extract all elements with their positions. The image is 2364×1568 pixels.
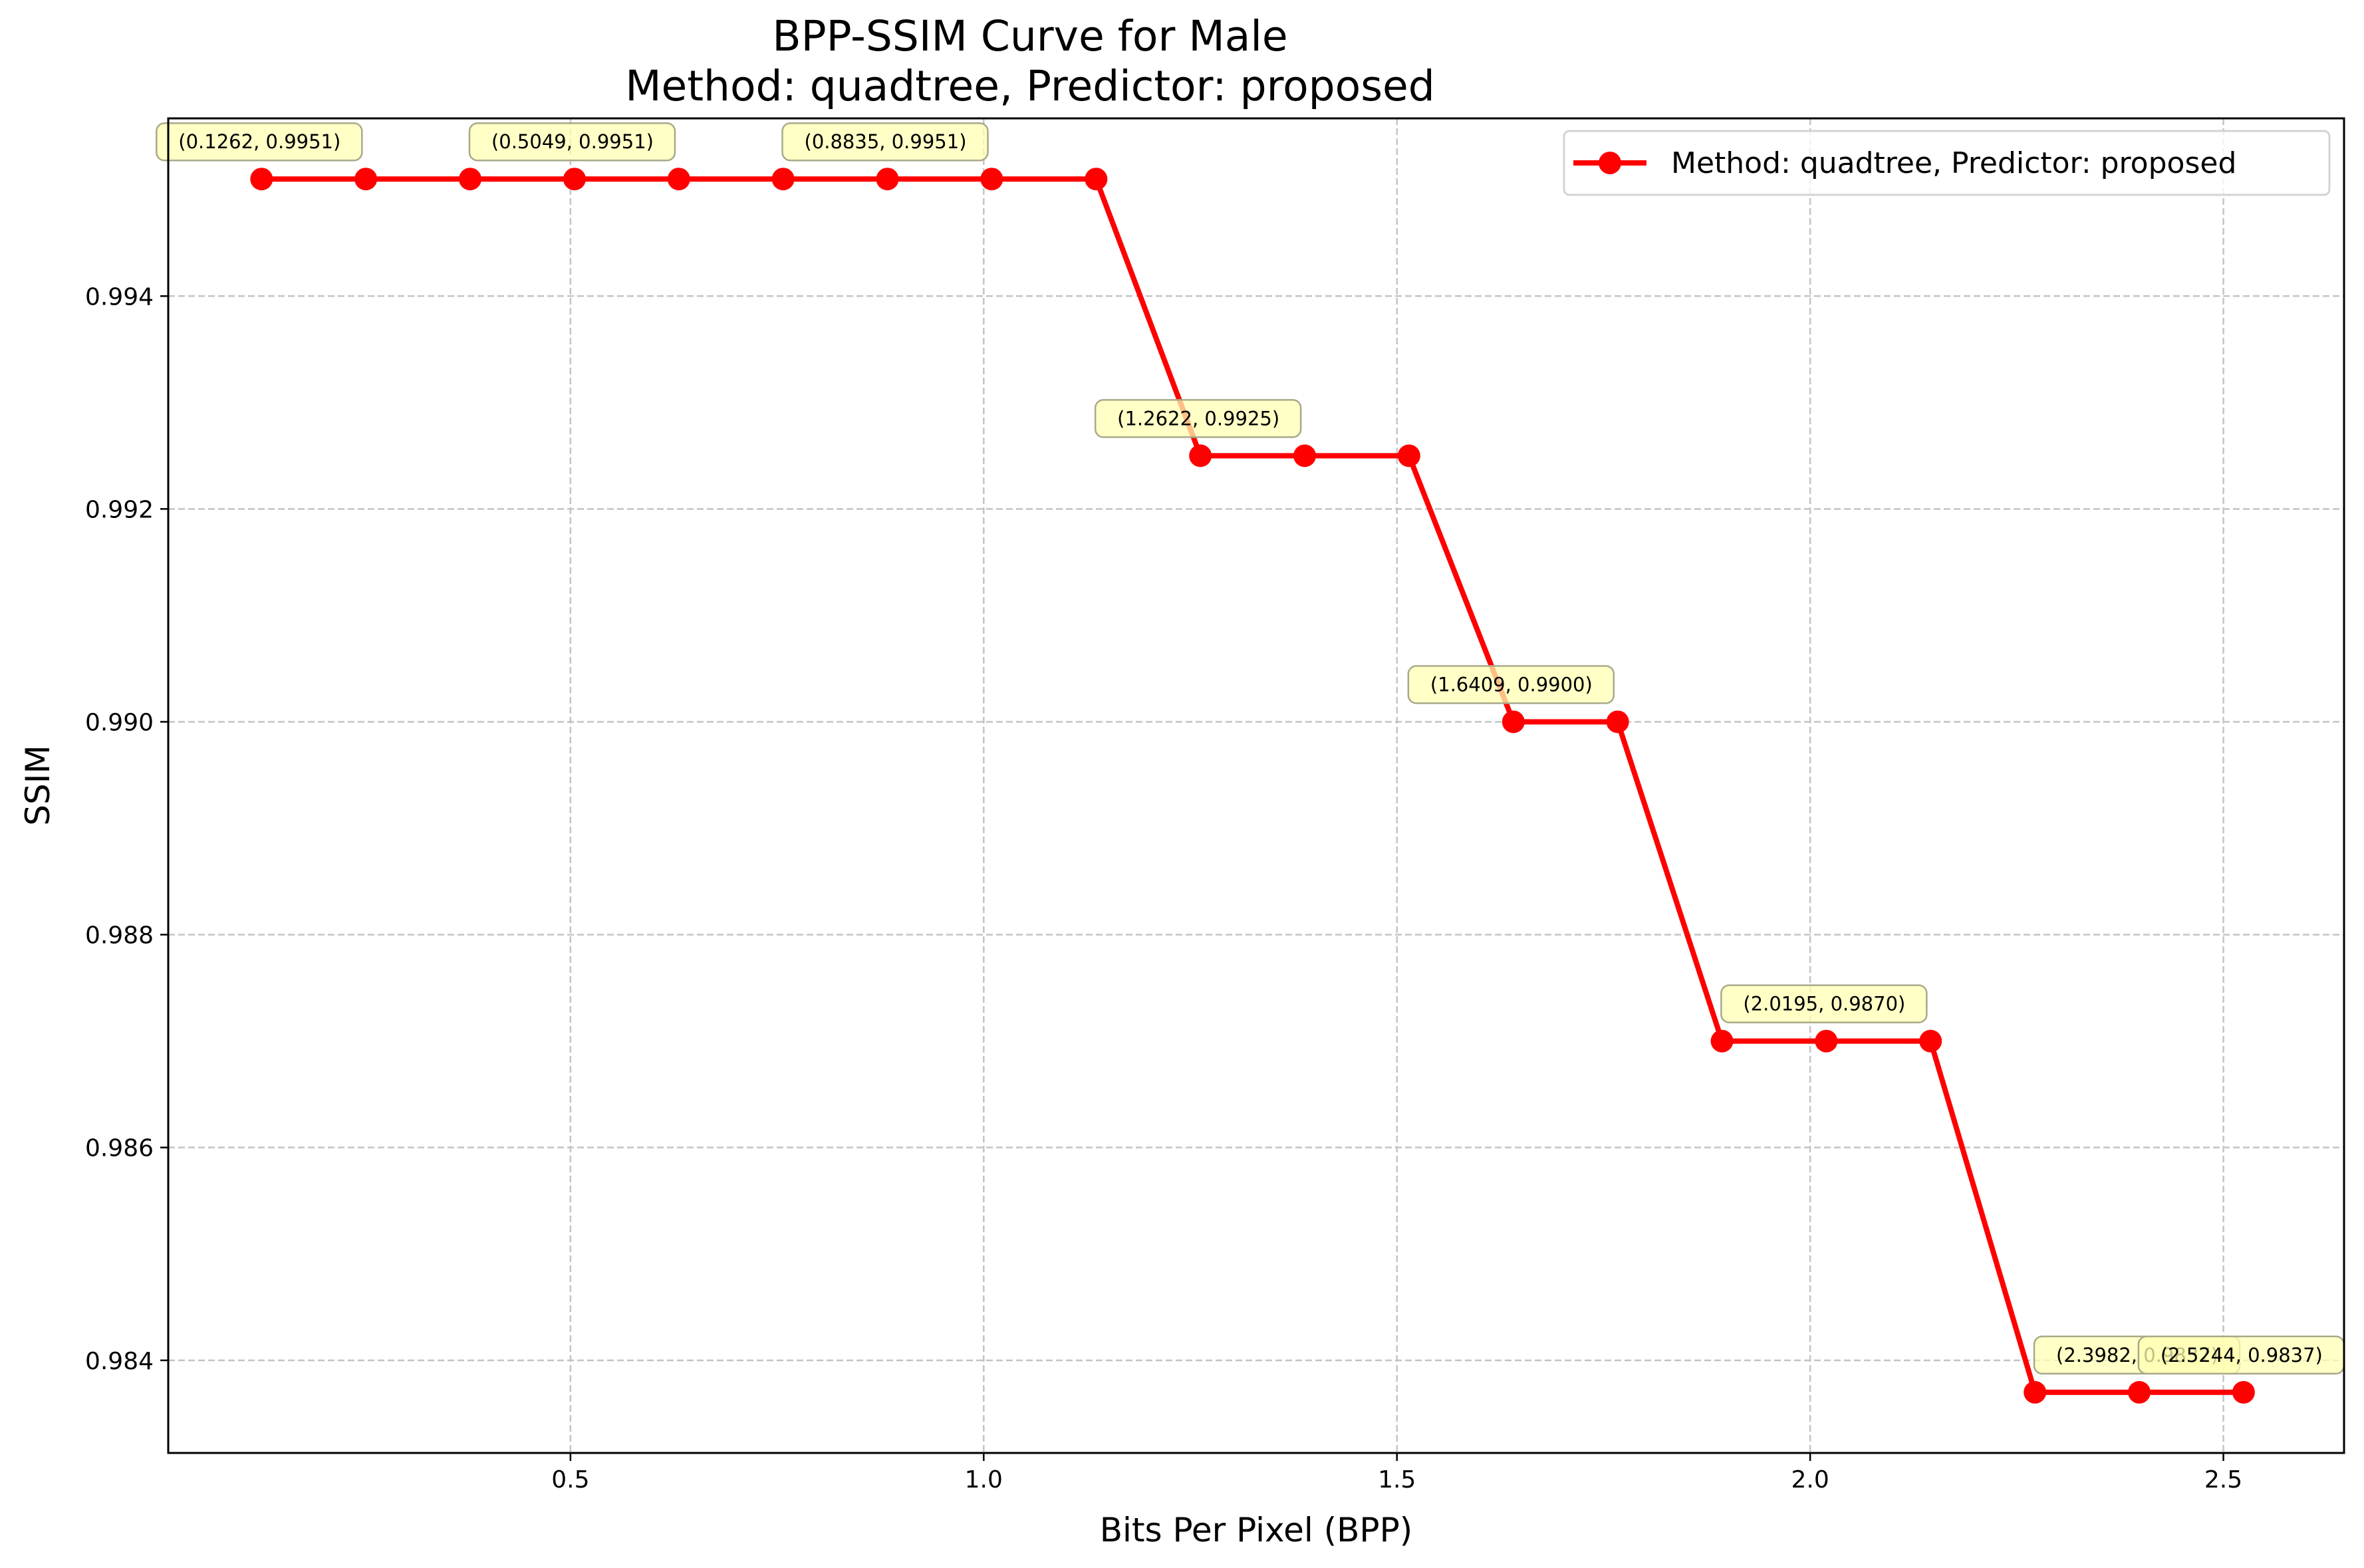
- data-point-marker: [876, 168, 899, 191]
- y-tick-label: 0.992: [85, 496, 154, 523]
- data-point-marker: [771, 168, 795, 191]
- annotation-text: (2.0195, 0.9870): [1743, 993, 1905, 1015]
- y-tick-label: 0.994: [85, 283, 154, 311]
- data-series: [250, 168, 2255, 1404]
- annotation-box: [156, 122, 363, 162]
- chart-title-line-2: Method: quadtree, Predictor: proposed: [625, 62, 1435, 110]
- data-point-marker: [250, 168, 273, 191]
- annotation-label: (2.5244, 0.9837): [2137, 1335, 2345, 1375]
- data-point-marker: [1085, 168, 1108, 191]
- data-point-marker: [1397, 444, 1420, 467]
- data-point-marker: [1293, 444, 1317, 467]
- annotation-label: (2.0195, 0.9870): [1720, 984, 1928, 1023]
- data-point-marker: [1502, 710, 1525, 733]
- annotation-label: (0.1262, 0.9951): [156, 122, 363, 162]
- annotation-box: [1407, 665, 1615, 704]
- data-point-marker: [1606, 710, 1629, 733]
- data-point-marker: [1919, 1029, 1942, 1053]
- data-point-marker: [1189, 444, 1212, 467]
- annotations: (0.1262, 0.9951) (0.5049, 0.9951) (0.8835,…: [156, 122, 2345, 1375]
- x-tick-label: 1.5: [1378, 1466, 1416, 1494]
- data-point-marker: [1815, 1029, 1838, 1053]
- series-line: [261, 176, 2244, 1395]
- annotation-box: [468, 122, 676, 162]
- annotation-label: (0.5049, 0.9951): [468, 122, 676, 162]
- annotation-box: [1094, 399, 1302, 438]
- data-point-marker: [2024, 1380, 2047, 1404]
- annotation-text: (2.5244, 0.9837): [2161, 1344, 2323, 1367]
- y-axis: 0.984 0.986 0.988 0.990 0.992 0.994: [85, 283, 168, 1375]
- annotation-box: [781, 122, 989, 162]
- y-axis-label: SSIM: [19, 745, 57, 825]
- annotation-label: (1.2622, 0.9925): [1094, 399, 1302, 438]
- annotation-label: (0.8835, 0.9951): [781, 122, 989, 162]
- annotation-text: (1.2622, 0.9925): [1117, 407, 1279, 430]
- x-axis: 0.5 1.0 1.5 2.0 2.5: [551, 1453, 2242, 1494]
- grid-lines: [168, 118, 2344, 1453]
- legend: Method: quadtree, Predictor: proposed: [1563, 130, 2331, 196]
- x-tick-label: 2.0: [1791, 1466, 1829, 1494]
- data-point-marker: [1710, 1029, 1734, 1053]
- chart-title-line-1: BPP-SSIM Curve for Male: [772, 12, 1287, 61]
- legend-box: [1563, 130, 2331, 196]
- y-tick-label: 0.984: [85, 1348, 154, 1375]
- x-tick-label: 1.0: [965, 1466, 1003, 1494]
- y-tick-label: 0.988: [85, 922, 154, 950]
- annotation-box: [1720, 984, 1928, 1023]
- annotation-text: (0.5049, 0.9951): [491, 130, 654, 153]
- annotation-text: (0.8835, 0.9951): [805, 130, 967, 153]
- data-point-marker: [459, 168, 482, 191]
- legend-label: Method: quadtree, Predictor: proposed: [1671, 146, 2236, 180]
- annotation-text: (0.1262, 0.9951): [178, 130, 340, 153]
- data-point-marker: [354, 168, 378, 191]
- x-axis-label: Bits Per Pixel (BPP): [1100, 1511, 1412, 1549]
- data-point-marker: [563, 168, 586, 191]
- data-point-marker: [667, 168, 690, 191]
- x-tick-label: 0.5: [551, 1466, 589, 1494]
- annotation-text: (1.6409, 0.9900): [1430, 673, 1593, 696]
- data-point-marker: [2232, 1380, 2255, 1404]
- legend-marker-swatch: [1599, 152, 1621, 174]
- y-tick-label: 0.986: [85, 1135, 154, 1162]
- annotation-label: (1.6409, 0.9900): [1407, 665, 1615, 704]
- data-point-marker: [2128, 1380, 2151, 1404]
- y-tick-label: 0.990: [85, 709, 154, 736]
- data-point-marker: [980, 168, 1003, 191]
- plot-area-frame: [167, 117, 2345, 1454]
- x-tick-label: 2.5: [2204, 1466, 2242, 1494]
